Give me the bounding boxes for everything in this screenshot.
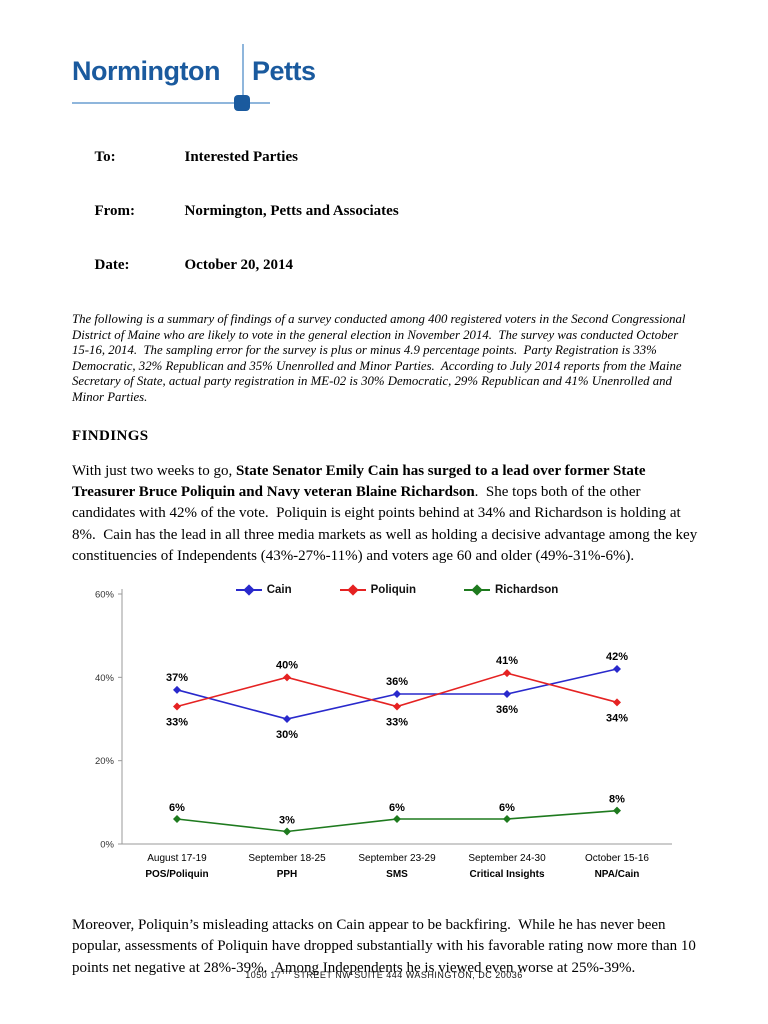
findings-text-rest: . She tops both of the other candidates … — [72, 483, 701, 564]
y-axis-tick-label: 20% — [95, 756, 115, 767]
data-point-poliquin — [613, 698, 621, 707]
methodology-paragraph: The following is a summary of findings o… — [72, 312, 689, 405]
poll-trend-chart-svg: 0% 20% 40% 60% August 17-19 POS/Poliquin Septe… — [95, 589, 672, 880]
legend-label-poliquin: Poliquin — [370, 584, 416, 597]
data-label-poliquin: 33% — [386, 717, 408, 729]
data-point-poliquin — [283, 673, 291, 682]
data-label-richardson: 6% — [169, 802, 185, 814]
data-point-cain — [173, 685, 181, 694]
legend-marker-poliquin — [339, 584, 366, 596]
data-label-richardson: 6% — [389, 802, 405, 814]
data-point-cain — [393, 690, 401, 699]
data-label-poliquin: 41% — [496, 655, 518, 667]
data-label-cain: 30% — [276, 729, 298, 741]
x-axis-label-date: September 24-30 — [468, 853, 546, 864]
legend-label-richardson: Richardson — [495, 584, 559, 597]
x-axis-label-date: August 17-19 — [147, 853, 207, 864]
x-axis-label-pollster: SMS — [386, 869, 408, 880]
findings-paragraph: With just two weeks to go, State Senator… — [72, 461, 698, 567]
legend-marker-cain — [235, 584, 262, 596]
logo-divider-line — [242, 44, 244, 102]
data-point-cain — [503, 690, 511, 699]
y-axis-tick-label: 0% — [100, 840, 114, 851]
data-point-richardson — [503, 815, 511, 824]
data-label-richardson: 8% — [609, 794, 625, 806]
data-label-cain: 36% — [496, 704, 518, 716]
data-label-cain: 37% — [166, 672, 188, 684]
legend-item-richardson: Richardson — [464, 584, 558, 596]
logo-word-petts: Petts — [252, 56, 316, 86]
data-point-richardson — [393, 815, 401, 824]
memo-header: To: Interested Parties From: Normington, P… — [72, 130, 696, 292]
logo-crosshair-mark — [234, 95, 250, 111]
x-axis-label-pollster: PPH — [277, 869, 298, 880]
memo-row-from: From: Normington, Petts and Associates — [72, 184, 696, 238]
legend-label-cain: Cain — [266, 584, 292, 597]
memo-from-value: Normington, Petts and Associates — [184, 203, 399, 219]
memo-row-to: To: Interested Parties — [72, 130, 696, 184]
closing-paragraph: Moreover, Poliquin’s misleading attacks … — [72, 917, 700, 976]
data-point-poliquin — [173, 702, 181, 711]
footer-address-start: 1050 17 — [245, 970, 282, 980]
memo-to-value: Interested Parties — [184, 149, 298, 165]
data-point-richardson — [613, 806, 621, 815]
data-label-richardson: 6% — [499, 802, 515, 814]
data-point-poliquin — [503, 669, 511, 678]
memo-row-date: Date: October 20, 2014 — [72, 238, 696, 292]
data-label-cain: 36% — [386, 676, 408, 688]
data-label-poliquin: 34% — [606, 712, 628, 724]
company-logo: Normington Petts — [72, 44, 392, 111]
data-point-poliquin — [393, 702, 401, 711]
data-label-poliquin: 33% — [166, 717, 188, 729]
data-point-cain — [613, 665, 621, 674]
x-axis-label-date: October 15-16 — [585, 853, 649, 864]
footer-ordinal: TH — [281, 969, 291, 976]
legend-item-cain: Cain — [235, 584, 292, 597]
findings-text-bold: State Senator Emily Cain has surged to a… — [72, 462, 650, 500]
data-label-poliquin: 40% — [276, 659, 298, 671]
x-axis-label-date: September 23-29 — [358, 853, 436, 864]
poll-trend-chart: Cain Poliquin Richardson 0% 20% 40% 60% August… — [72, 582, 694, 899]
legend-item-poliquin: Poliquin — [339, 584, 416, 597]
memo-to-label: To: — [94, 149, 116, 165]
memo-from-label: From: — [94, 203, 136, 219]
x-axis-label-pollster: Critical Insights — [469, 869, 544, 880]
chart-legend: Cain Poliquin Richardson — [122, 584, 672, 596]
data-point-richardson — [173, 815, 181, 824]
memo-date-value: October 20, 2014 — [184, 257, 293, 273]
memo-page: Normington Petts To: Interested Parties F… — [72, 44, 700, 976]
memo-date-label: Date: — [94, 257, 130, 273]
footer-address-rest: STREET NW SUITE 444 WASHINGTON, DC 20036 — [290, 970, 523, 980]
data-point-cain — [283, 715, 291, 724]
x-axis-label-date: September 18-25 — [248, 853, 326, 864]
findings-heading: FINDINGS — [72, 427, 149, 444]
x-axis-label-pollster: NPA/Cain — [595, 869, 640, 880]
data-label-cain: 42% — [606, 651, 628, 663]
data-label-richardson: 3% — [279, 815, 295, 827]
logo-underline — [72, 102, 270, 104]
x-axis-label-pollster: POS/Poliquin — [145, 869, 208, 880]
findings-text-lead: With just two weeks to go, — [72, 462, 236, 479]
data-point-richardson — [283, 827, 291, 836]
y-axis-tick-label: 60% — [95, 590, 115, 601]
footer-address: 1050 17TH STREET NW SUITE 444 WASHINGTON… — [0, 969, 768, 980]
legend-marker-richardson — [464, 584, 490, 596]
y-axis-tick-label: 40% — [95, 673, 115, 684]
logo-word-normington: Normington — [72, 56, 220, 86]
